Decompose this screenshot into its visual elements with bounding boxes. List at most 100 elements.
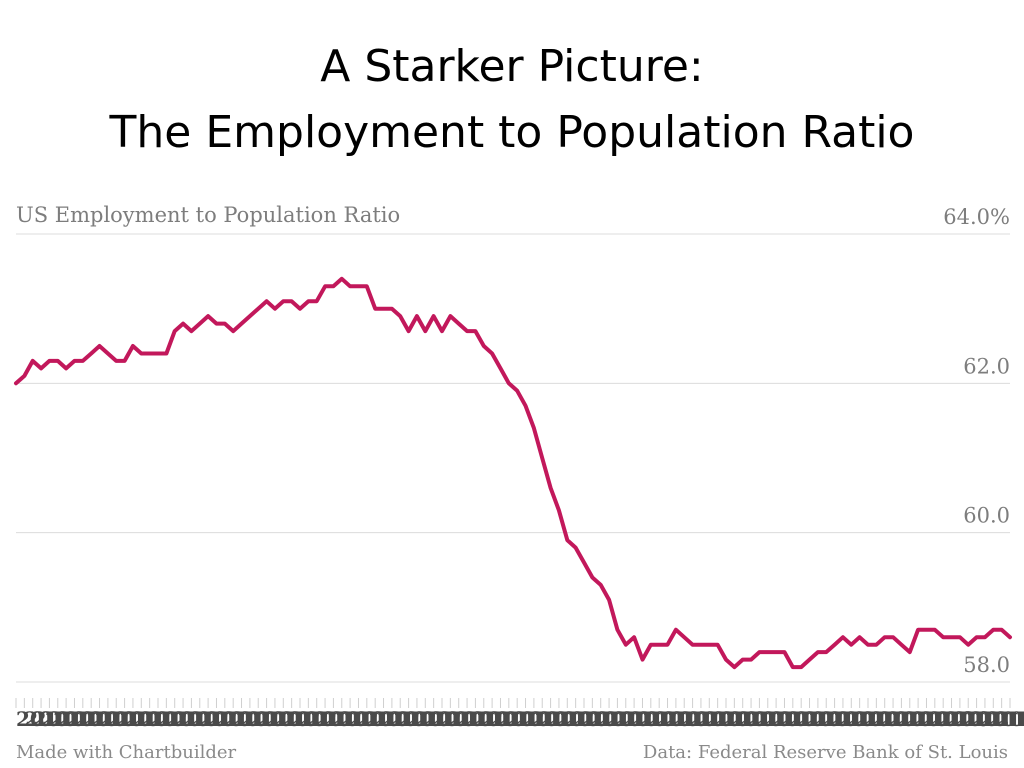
data-point — [615, 628, 619, 632]
x-tick-label: 2011 — [597, 707, 653, 731]
x-tick-label: 2011 — [971, 707, 1024, 731]
x-tick-label: 2011 — [348, 707, 404, 731]
x-tick-label: 2011 — [539, 707, 595, 731]
data-point — [490, 352, 494, 356]
x-tick-label: 2011 — [165, 707, 221, 731]
x-tick-label: 2011 — [921, 707, 977, 731]
x-tick-label: 2011 — [174, 707, 230, 731]
x-tick-label: 2011 — [863, 707, 919, 731]
x-tick-label: 2011 — [41, 707, 97, 731]
x-tick-label: 2011 — [365, 707, 421, 731]
data-point — [883, 635, 887, 639]
data-point — [365, 284, 369, 288]
series-layer — [14, 276, 1012, 670]
x-tick-label: 2011 — [581, 707, 637, 731]
data-point — [816, 650, 820, 654]
slide-title: A Starker Picture: The Employment to Pop… — [0, 34, 1024, 166]
x-tick-label: 2011 — [307, 707, 363, 731]
x-tick-label: 2011 — [33, 707, 89, 731]
x-tick-label: 2011 — [979, 707, 1024, 731]
slide-title-line2: The Employment to Population Ratio — [109, 107, 915, 158]
x-tick-label: 2011 — [157, 707, 213, 731]
data-point — [482, 344, 486, 348]
data-point — [47, 359, 51, 363]
data-point — [891, 635, 895, 639]
data-point — [64, 366, 68, 370]
data-point — [106, 352, 110, 356]
x-tick-label: 2011 — [788, 707, 844, 731]
data-point — [849, 643, 853, 647]
data-point — [524, 404, 528, 408]
data-point — [415, 314, 419, 318]
made-with-credit: Made with Chartbuilder — [16, 742, 237, 763]
x-tick-label: 2011 — [713, 707, 769, 731]
data-point — [139, 352, 143, 356]
x-tick-label: 2011 — [962, 707, 1018, 731]
x-tick-label: 2011 — [340, 707, 396, 731]
x-tick-label: 2011 — [331, 707, 387, 731]
data-point — [866, 643, 870, 647]
x-tick-label: 2011 — [498, 707, 554, 731]
x-tick-label: 2011 — [390, 707, 446, 731]
x-tick-label: 2011 — [58, 707, 114, 731]
x-tick-label: 2011 — [564, 707, 620, 731]
data-point — [532, 426, 536, 430]
x-tick-label: 2011 — [265, 707, 321, 731]
x-tick-label: 2011 — [489, 707, 545, 731]
data-point — [783, 650, 787, 654]
x-tick-label: 2011 — [547, 707, 603, 731]
data-point — [223, 322, 227, 326]
data-point — [73, 359, 77, 363]
data-point — [632, 635, 636, 639]
x-tick-label: 2011 — [871, 707, 927, 731]
data-point — [724, 658, 728, 662]
x-tick-label: 2011 — [66, 707, 122, 731]
x-tick-label: 2011 — [722, 707, 778, 731]
x-tick-label: 2011 — [772, 707, 828, 731]
data-point — [540, 456, 544, 460]
data-point — [983, 635, 987, 639]
data-point — [457, 322, 461, 326]
data-point — [273, 307, 277, 311]
data-point — [98, 344, 102, 348]
data-point — [340, 277, 344, 281]
x-tick-label: 2011 — [913, 707, 969, 731]
data-point — [331, 284, 335, 288]
x-tick-label: 2011 — [639, 707, 695, 731]
x-tick-label: 2011 — [91, 707, 147, 731]
data-point — [916, 628, 920, 632]
x-tick-label: 2011 — [232, 707, 288, 731]
x-tick-label: 2011 — [780, 707, 836, 731]
x-tick-label: 2011 — [531, 707, 587, 731]
x-tick-label: 2011 — [473, 707, 529, 731]
x-tick-label: 2011 — [630, 707, 686, 731]
x-tick-label: 2011 — [49, 707, 105, 731]
x-tick-label: 2011 — [381, 707, 437, 731]
data-point — [799, 665, 803, 669]
data-point — [791, 665, 795, 669]
series-line — [14, 276, 1012, 670]
x-tick-label: 2011 — [141, 707, 197, 731]
data-point — [407, 329, 411, 333]
x-tick-label: 2011 — [99, 707, 155, 731]
x-tick-label: 2011 — [124, 707, 180, 731]
data-point — [281, 299, 285, 303]
data-point — [240, 322, 244, 326]
x-tick-label: 2011 — [622, 707, 678, 731]
x-tick-label: 2011 — [315, 707, 371, 731]
data-point — [941, 635, 945, 639]
data-point — [22, 374, 26, 378]
x-tick-label: 2011 — [248, 707, 304, 731]
data-point — [833, 643, 837, 647]
x-tick-label: 2011 — [929, 707, 985, 731]
x-tick-label: 2011 — [240, 707, 296, 731]
data-point — [499, 366, 503, 370]
data-point — [215, 322, 219, 326]
data-points — [14, 277, 1012, 669]
data-point — [507, 381, 511, 385]
x-tick-label: 2011 — [747, 707, 803, 731]
line-chart: 64.0%62.060.058.0 2011201120112011201120… — [14, 205, 1024, 731]
data-point — [757, 650, 761, 654]
x-tick-label: 2011 — [904, 707, 960, 731]
data-point — [89, 352, 93, 356]
